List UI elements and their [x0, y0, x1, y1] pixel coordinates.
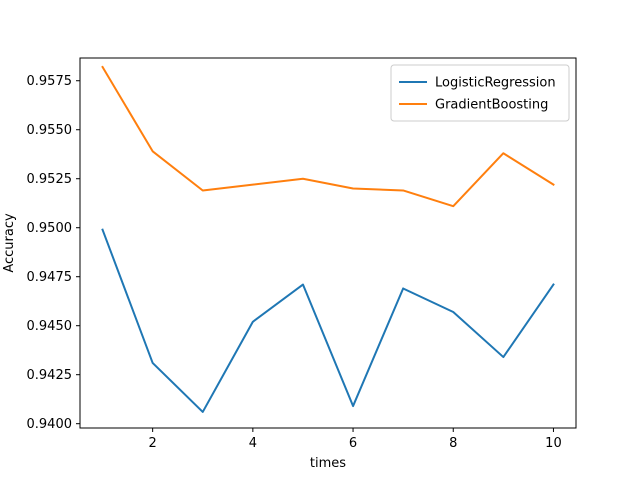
y-tick-label: 0.9425 — [27, 368, 73, 383]
axes-layer: 2 4 6 8 10 0.9400 0.9425 0.9450 0.9475 0.9500 0.95… — [27, 57, 577, 451]
y-tick-label: 0.9475 — [27, 270, 73, 285]
series-line-1 — [101, 228, 555, 413]
x-tick-label: 2 — [149, 436, 157, 451]
x-tick-label: 10 — [545, 436, 562, 451]
y-tick-label: 0.9525 — [27, 172, 73, 187]
y-tick-label: 0.9550 — [27, 123, 73, 138]
legend: LogisticRegression GradientBoosting — [390, 64, 570, 122]
legend-box — [390, 64, 570, 122]
legend-label: GradientBoosting — [435, 98, 548, 113]
series-layer — [101, 65, 555, 413]
y-axis-label: Accuracy — [2, 213, 17, 273]
y-tick-label: 0.9500 — [27, 221, 73, 236]
x-axis-label: times — [310, 456, 346, 471]
x-tick-label: 4 — [249, 436, 257, 451]
series-line-2 — [101, 65, 555, 208]
legend-label: LogisticRegression — [435, 76, 556, 91]
x-tick-label: 8 — [449, 436, 457, 451]
y-tick-label: 0.9575 — [27, 74, 73, 89]
y-tick-label: 0.9400 — [27, 417, 73, 432]
y-tick-label: 0.9450 — [27, 319, 73, 334]
axes-frame — [79, 57, 577, 429]
x-tick-label: 6 — [349, 436, 357, 451]
